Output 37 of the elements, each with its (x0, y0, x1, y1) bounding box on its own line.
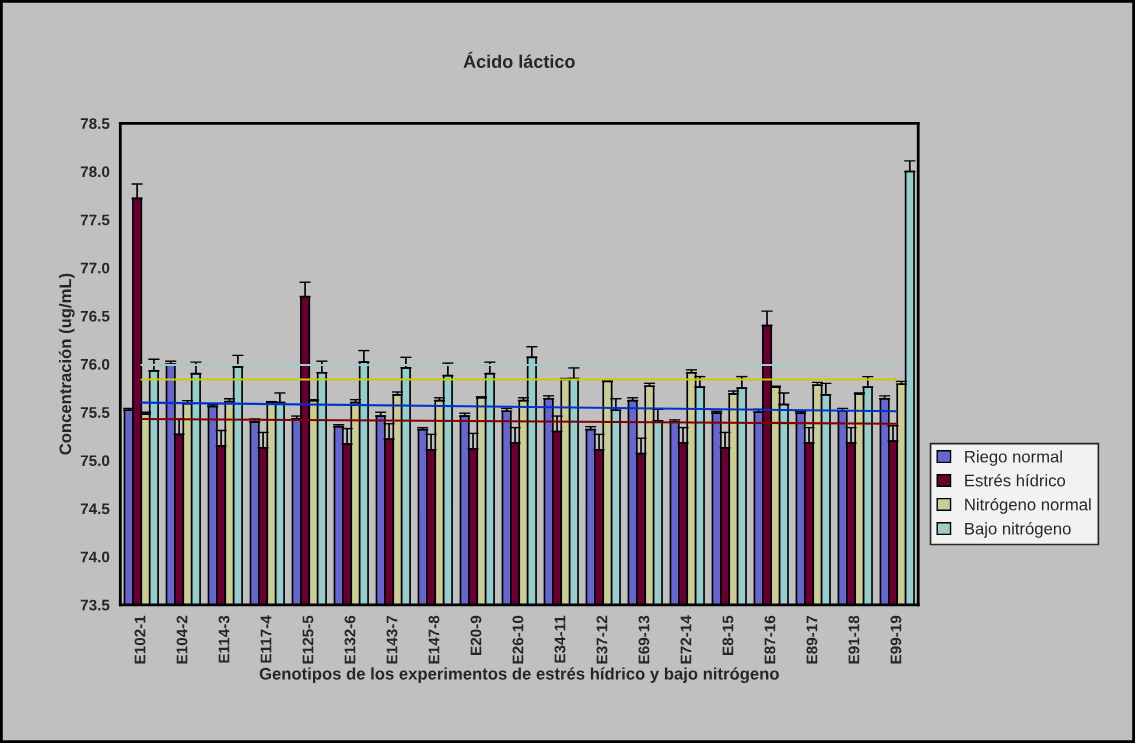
x-tick-label: E8-15 (722, 615, 734, 655)
x-tick-label: E143-7 (386, 615, 398, 664)
y-tick-label: 76.0 (80, 358, 110, 370)
x-tick-label: E91-18 (848, 615, 860, 664)
x-tick-label: E99-19 (890, 615, 902, 664)
y-tick-label: 78.0 (80, 166, 110, 178)
legend-label: Bajo nitrógeno (965, 522, 1071, 538)
chart-title: Ácido láctico (463, 51, 575, 68)
x-tick-label: E72-14 (680, 615, 692, 664)
legend-label: Nitrógeno normal (965, 498, 1091, 514)
x-tick-label: E89-17 (806, 615, 818, 664)
x-tick-label: E26-10 (512, 615, 524, 664)
y-tick-label: 74.5 (80, 503, 110, 515)
y-axis-title: Concentración (ug/mL) (58, 273, 75, 455)
x-tick-label: E114-3 (218, 615, 230, 663)
x-tick-label: E147-8 (428, 615, 440, 664)
x-tick-label: E125-5 (302, 615, 314, 664)
y-tick-label: 77.5 (80, 214, 110, 226)
x-tick-label: E132-6 (344, 615, 356, 664)
x-tick-label: E34-11 (554, 615, 566, 663)
legend-label: Riego normal (965, 450, 1062, 466)
x-tick-label: E37-12 (596, 615, 608, 664)
x-tick-label: E69-13 (638, 615, 650, 664)
y-tick-label: 77.0 (80, 262, 110, 274)
y-tick-label: 74.0 (80, 551, 110, 563)
y-tick-label: 76.5 (80, 310, 110, 322)
x-tick-label: E87-16 (764, 615, 776, 664)
legend-label: Estrés hídrico (965, 473, 1066, 487)
x-tick-label: E104-2 (176, 615, 188, 664)
x-axis-title: Genotipos de los experimentos de estrés hídrico y bajo nitrógeno (259, 667, 779, 684)
y-tick-label: 75.5 (80, 407, 110, 418)
y-tick-label: 78.5 (80, 118, 110, 130)
x-tick-label: E117-4 (260, 615, 272, 663)
y-tick-label: 73.5 (80, 599, 110, 611)
y-tick-label: 75.0 (80, 455, 110, 467)
x-tick-label: E102-1 (134, 615, 146, 664)
x-tick-label: E20-9 (470, 615, 482, 655)
